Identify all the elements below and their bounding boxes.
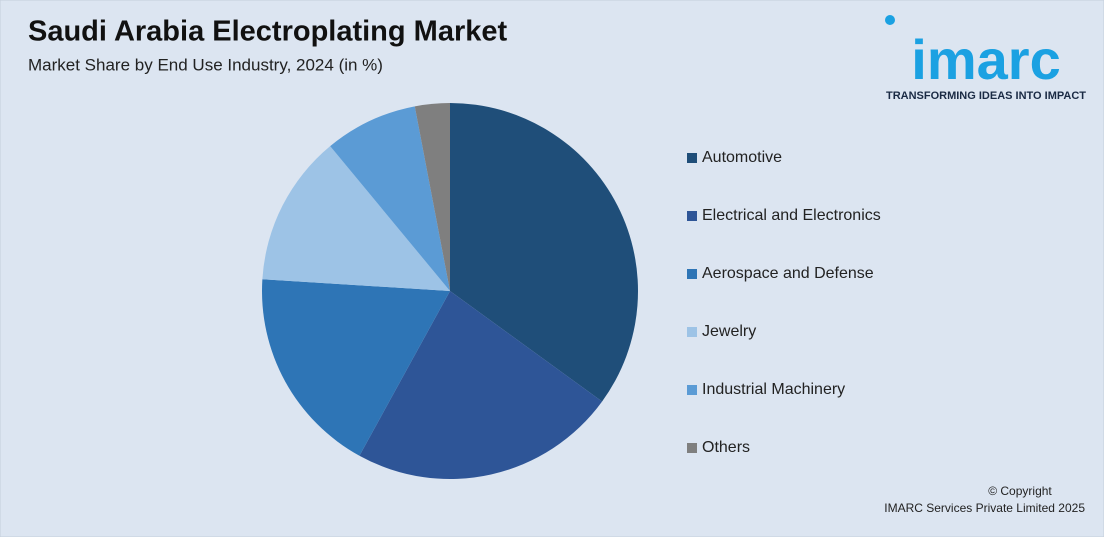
legend-swatch bbox=[687, 327, 697, 337]
pie-slice bbox=[414, 103, 450, 291]
legend-label: Jewelry bbox=[702, 323, 756, 340]
copyright: © Copyright bbox=[988, 484, 1052, 498]
legend-swatch bbox=[687, 443, 697, 453]
legend-label: Industrial Machinery bbox=[702, 381, 845, 398]
legend-swatch bbox=[687, 269, 697, 279]
legend-swatch bbox=[687, 153, 697, 163]
chart-title: Saudi Arabia Electroplating Market bbox=[28, 16, 507, 48]
pie-slice bbox=[330, 106, 450, 292]
chart-subtitle: Market Share by End Use Industry, 2024 (… bbox=[28, 55, 383, 74]
pie-slice bbox=[262, 146, 450, 291]
copyright-owner: IMARC Services Private Limited 2025 bbox=[884, 501, 1085, 515]
legend-swatch bbox=[687, 385, 697, 395]
legend-label: Automotive bbox=[702, 149, 782, 166]
legend-swatch bbox=[687, 211, 697, 221]
pie-slice bbox=[262, 279, 450, 456]
legend-label: Others bbox=[702, 439, 750, 456]
logo-dot bbox=[885, 15, 895, 25]
logo-tagline: TRANSFORMING IDEAS INTO IMPACT bbox=[886, 90, 1086, 102]
pie-slice bbox=[450, 103, 638, 402]
pie-slice bbox=[359, 291, 603, 479]
logo: imarc bbox=[911, 28, 1060, 91]
legend-label: Electrical and Electronics bbox=[702, 207, 881, 224]
legend-label: Aerospace and Defense bbox=[702, 265, 874, 282]
